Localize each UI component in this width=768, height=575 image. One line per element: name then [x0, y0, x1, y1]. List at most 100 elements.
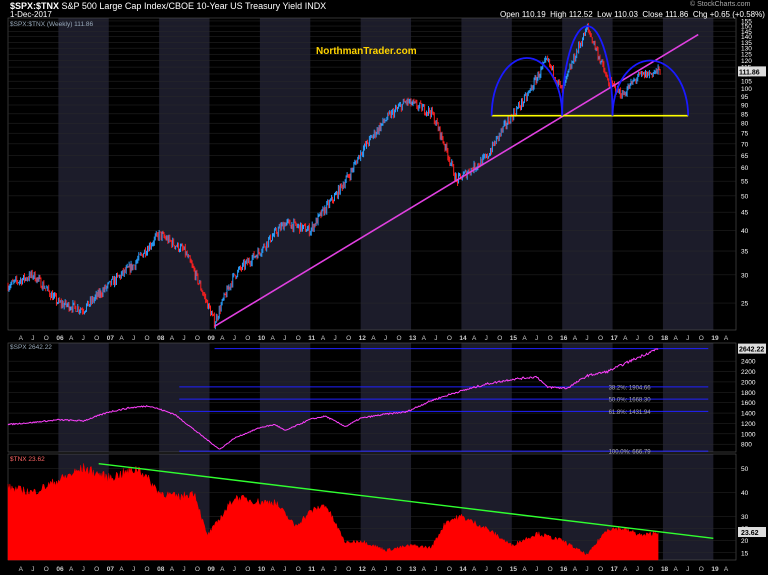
y-tick-label: 130: [741, 46, 752, 53]
x-tick-label: O: [699, 335, 704, 342]
chart-header-title: $SPX:$TNX S&P 500 Large Cap Index/CBOE 1…: [10, 1, 326, 11]
panel-frame: [7, 342, 737, 453]
x-tick-label: O: [548, 335, 553, 342]
x-tick-label: 13: [409, 566, 417, 573]
x-tick-label: J: [384, 335, 387, 342]
x-tick-label: O: [447, 566, 452, 573]
x-tick-label: J: [434, 335, 437, 342]
last-value-box: [738, 66, 766, 77]
symbol-description: S&P 500 Large Cap Index/CBOE 10-Year US …: [61, 1, 327, 11]
support-trendline: [214, 33, 699, 328]
x-tick-label: J: [132, 566, 135, 573]
x-tick-label: A: [472, 335, 477, 342]
x-tick-label: J: [333, 335, 336, 342]
x-tick-label: 09: [208, 566, 216, 573]
y-tick-label: 70: [741, 141, 749, 148]
x-tick-label: 15: [510, 335, 518, 342]
x-tick-label: O: [447, 335, 452, 342]
x-tick-label: O: [44, 566, 49, 573]
x-tick-label: O: [145, 566, 150, 573]
x-tick-label: O: [396, 335, 401, 342]
y-tick-label: 2000: [741, 379, 756, 386]
x-tick-label: 11: [308, 335, 315, 342]
x-tick-label: 17: [611, 566, 619, 573]
y-tick-label: 105: [741, 79, 752, 86]
panel-title: $SPX:$TNX (Weekly) 111.86: [10, 21, 93, 28]
x-tick-label: J: [182, 566, 185, 573]
y-tick-label: 2400: [741, 359, 756, 366]
y-tick-label: 1400: [741, 411, 756, 418]
x-tick-label: J: [82, 566, 85, 573]
fib-label: 50.0%: 1668.30: [609, 398, 652, 404]
x-tick-label: J: [585, 335, 588, 342]
y-tick-label: 85: [741, 111, 749, 118]
x-tick-label: A: [472, 566, 477, 573]
x-tick-label: A: [422, 566, 427, 573]
year-band: [360, 18, 412, 330]
y-tick-label: 80: [741, 121, 749, 128]
x-tick-label: A: [69, 335, 74, 342]
y-tick-label: 800: [741, 442, 752, 449]
year-band: [259, 343, 311, 452]
y-tick-label: 125: [741, 52, 752, 59]
x-tick-label: A: [220, 335, 225, 342]
y-tick-label: 145: [741, 29, 752, 36]
year-band: [461, 18, 512, 330]
x-tick-label: J: [182, 335, 185, 342]
tnx-area: [7, 463, 659, 561]
change-value: +0.65 (+0.58%): [709, 10, 765, 19]
x-tick-label: O: [548, 566, 553, 573]
x-tick-label: 19: [711, 566, 719, 573]
x-tick-label: J: [434, 566, 437, 573]
x-tick-label: A: [573, 335, 578, 342]
panel-frame: [7, 17, 737, 331]
x-tick-label: A: [724, 335, 729, 342]
y-tick-label: 135: [741, 40, 752, 47]
y-tick-label: 100: [741, 86, 752, 93]
x-tick-label: O: [598, 335, 603, 342]
x-tick-label: A: [724, 566, 729, 573]
x-tick-label: A: [119, 335, 124, 342]
x-tick-label: A: [220, 566, 225, 573]
x-tick-label: 08: [157, 335, 165, 342]
x-tick-label: O: [648, 335, 653, 342]
x-tick-label: A: [623, 335, 628, 342]
y-tick-label: 30: [741, 272, 749, 279]
year-band: [360, 343, 412, 452]
x-tick-label: O: [497, 335, 502, 342]
ohlc-readout: Open 110.19 High 112.52 Low 110.03 Close…: [500, 10, 765, 19]
x-tick-label: J: [636, 335, 639, 342]
x-tick-label: J: [31, 335, 34, 342]
x-tick-label: A: [119, 566, 124, 573]
x-tick-label: O: [497, 566, 502, 573]
x-tick-label: 16: [560, 335, 568, 342]
y-tick-label: 1000: [741, 431, 756, 438]
y-tick-label: 75: [741, 131, 749, 138]
symbol: $SPX:$TNX: [10, 1, 60, 11]
open-value: 110.19: [521, 10, 546, 19]
y-tick-label: 150: [741, 24, 752, 31]
x-tick-label: J: [686, 335, 689, 342]
x-tick-label: 12: [359, 335, 367, 342]
fib-label: 38.2%: 1904.66: [609, 385, 652, 391]
spx-line: [7, 348, 659, 450]
x-tick-label: O: [195, 335, 200, 342]
x-tick-label: O: [598, 566, 603, 573]
x-tick-label: O: [195, 566, 200, 573]
x-tick-label: J: [333, 566, 336, 573]
x-tick-label: O: [296, 335, 301, 342]
x-tick-label: A: [371, 335, 376, 342]
y-tick-label: 50: [741, 466, 749, 473]
x-tick-label: O: [94, 335, 99, 342]
y-tick-label: 90: [741, 103, 749, 110]
y-tick-label: 35: [741, 249, 749, 256]
x-tick-label: A: [19, 566, 24, 573]
fib-label: 100.0%: 666.79: [609, 450, 652, 456]
y-tick-label: 1200: [741, 421, 756, 428]
year-band: [461, 343, 512, 452]
x-tick-label: J: [686, 566, 689, 573]
x-tick-label: J: [233, 335, 236, 342]
x-tick-label: 10: [258, 566, 266, 573]
x-tick-label: A: [674, 335, 679, 342]
